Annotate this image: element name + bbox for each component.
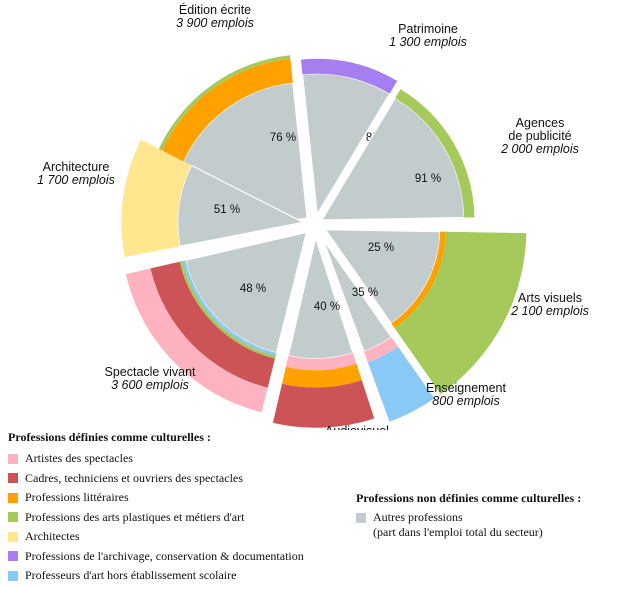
- slice-ring: [391, 231, 446, 329]
- slice-percent-label: 48 %: [240, 283, 266, 295]
- legend-item: Professions littéraires: [8, 488, 304, 508]
- sector-name-label: Enseignement: [426, 381, 506, 395]
- pie-segment: [300, 58, 398, 217]
- slice-ring: [394, 231, 527, 395]
- slice-ring: [367, 346, 435, 422]
- pie-segment: [272, 235, 375, 428]
- slice-ring: [300, 58, 398, 94]
- legend-swatch: [8, 551, 18, 562]
- legend-swatch: [8, 473, 18, 484]
- legend-cultural-items: Artistes des spectacles Cadres, technicie…: [8, 449, 304, 586]
- legend-item: Cadres, techniciens et ouvriers des spec…: [8, 469, 304, 489]
- sector-name-label: Patrimoine: [398, 22, 458, 36]
- legend-item-label: Cadres, techniciens et ouvriers des spec…: [25, 470, 243, 485]
- legend-noncultural: Professions non définies comme culturell…: [356, 491, 581, 540]
- legend-item-label: Professeurs d'art hors établissement sco…: [25, 568, 237, 583]
- legend-cultural: Professions définies comme culturelles :…: [8, 430, 304, 586]
- legend-item: Artistes des spectacles: [8, 449, 304, 469]
- sector-name-label: Spectacle vivant: [104, 365, 196, 379]
- sector-employment-label: 800 emplois: [432, 394, 499, 408]
- legend-item-label: Artistes des spectacles: [25, 451, 133, 466]
- slice-ring: [121, 139, 192, 258]
- legend-swatch: [8, 531, 18, 542]
- sector-employment-label: 1 700 emplois: [37, 173, 115, 187]
- legend-item: Professions des arts plastiques et métie…: [8, 508, 304, 528]
- sector-employment-label: 2 100 emplois: [510, 304, 589, 318]
- sector-employment-label: 3 900 emplois: [176, 16, 254, 30]
- slice-non-cultural: [324, 229, 441, 325]
- legend-swatch: [8, 453, 18, 464]
- slice-non-cultural: [177, 164, 305, 247]
- legend-swatch: [8, 492, 18, 503]
- legend-label-line1: Autres professions: [373, 510, 463, 524]
- legend-swatch: [356, 513, 366, 523]
- legend-item-label: Autres professions (part dans l'emploi t…: [373, 510, 543, 540]
- slice-ring: [395, 89, 475, 218]
- legend-cultural-title: Professions définies comme culturelles :: [8, 430, 211, 444]
- slice-ring: [281, 363, 362, 388]
- slice-percent-label: 76 %: [270, 132, 296, 144]
- legend-noncultural-title: Professions non définies comme culturell…: [356, 491, 582, 505]
- legend-item-label: Architectes: [25, 529, 80, 544]
- sector-name-label: de publicité: [508, 129, 571, 143]
- slice-percent-label: 51 %: [214, 204, 240, 216]
- sector-name-label: Édition écrite: [179, 2, 251, 17]
- slice-non-cultural: [184, 231, 308, 354]
- slice-ring: [285, 352, 357, 371]
- pie-segment: [322, 239, 435, 422]
- sector-employment-label: 2 000 emplois: [500, 142, 579, 156]
- legend-item-label: Professions de l'archivage, conservation…: [25, 548, 304, 563]
- legend-swatch: [8, 512, 18, 523]
- legend-label-line2: (part dans l'emploi total du secteur): [373, 525, 543, 539]
- slice-ring: [150, 261, 275, 388]
- slice-percent-label: 25 %: [368, 242, 394, 254]
- legend-item-label: Professions des arts plastiques et métie…: [25, 509, 245, 524]
- slice-percent-label: 91 %: [415, 173, 441, 185]
- sector-name-label: Agences: [516, 116, 565, 130]
- slice-non-cultural: [320, 97, 465, 221]
- sector-name-label: Arts visuels: [518, 291, 582, 305]
- slice-percent-label: 35 %: [352, 287, 378, 299]
- slice-percent-label: 40 %: [314, 301, 340, 313]
- slice-ring: [363, 337, 398, 363]
- pie-segment: [324, 229, 527, 395]
- sector-name-label: Architecture: [43, 160, 110, 174]
- pie-segment: [320, 89, 475, 221]
- legend-swatch: [8, 570, 18, 581]
- legend-item-label: Professions littéraires: [25, 490, 129, 505]
- slice-ring: [125, 268, 268, 413]
- legend-item: Professions de l'archivage, conservation…: [8, 547, 304, 567]
- legend-item-autres: Autres professions (part dans l'emploi t…: [356, 510, 581, 540]
- sector-name-label: Audiovisuel: [325, 424, 389, 430]
- slice-ring: [272, 380, 375, 428]
- pie-segment: [121, 139, 305, 258]
- sector-employment-label: 3 600 emplois: [111, 378, 189, 392]
- legend-item: Professeurs d'art hors établissement sco…: [8, 566, 304, 586]
- sector-employment-label: 1 300 emplois: [389, 35, 467, 49]
- legend-item: Architectes: [8, 527, 304, 547]
- pie-segment: [125, 231, 308, 413]
